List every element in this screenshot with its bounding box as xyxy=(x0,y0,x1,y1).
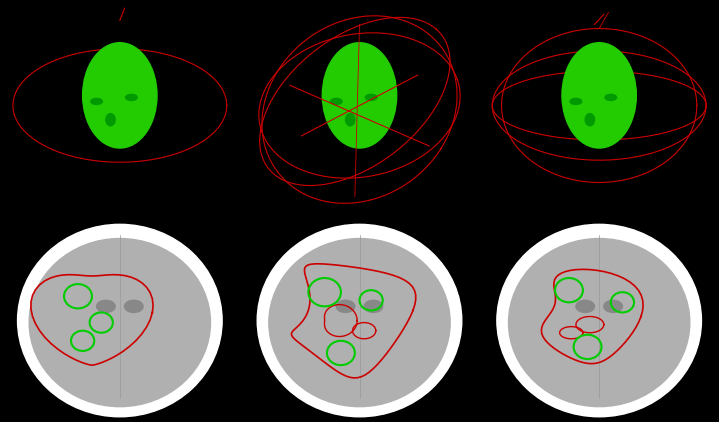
Ellipse shape xyxy=(126,95,137,100)
Ellipse shape xyxy=(364,300,383,312)
Ellipse shape xyxy=(562,43,636,148)
Ellipse shape xyxy=(336,300,355,312)
Ellipse shape xyxy=(346,114,355,126)
Ellipse shape xyxy=(585,114,595,126)
Ellipse shape xyxy=(570,98,582,105)
Ellipse shape xyxy=(604,300,623,312)
Ellipse shape xyxy=(365,95,377,100)
Ellipse shape xyxy=(508,238,690,407)
Ellipse shape xyxy=(605,95,617,100)
Ellipse shape xyxy=(106,114,115,126)
Ellipse shape xyxy=(331,98,342,105)
Ellipse shape xyxy=(83,43,157,148)
Ellipse shape xyxy=(29,238,211,407)
Ellipse shape xyxy=(322,43,397,148)
Ellipse shape xyxy=(269,238,450,407)
Ellipse shape xyxy=(91,98,102,105)
Ellipse shape xyxy=(96,300,115,312)
Ellipse shape xyxy=(257,225,462,417)
Ellipse shape xyxy=(576,300,595,312)
Ellipse shape xyxy=(497,225,702,417)
Ellipse shape xyxy=(17,225,222,417)
Ellipse shape xyxy=(124,300,143,312)
